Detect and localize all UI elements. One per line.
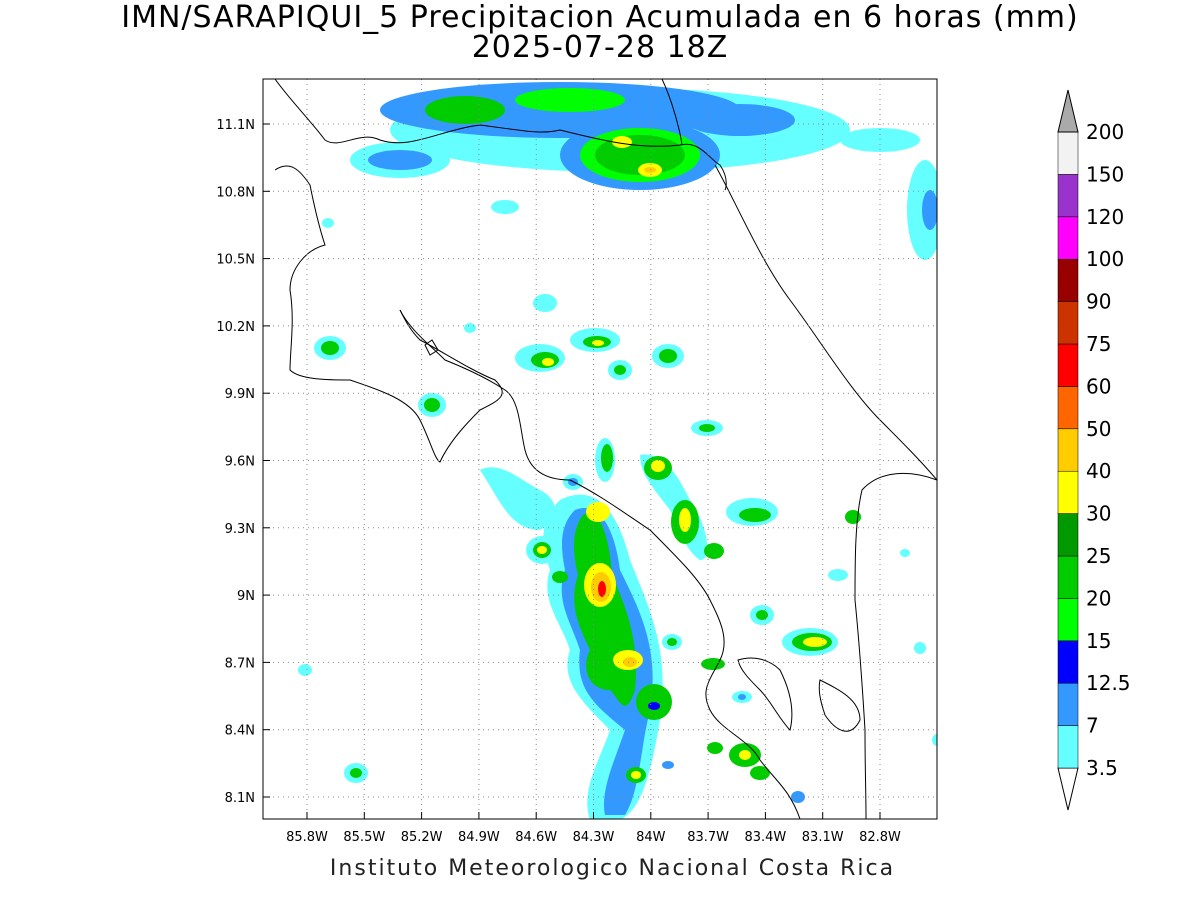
colorbar-label: 12.5	[1086, 671, 1131, 695]
lat-tick-label: 9.9N	[225, 387, 255, 402]
lat-tick-label: 10.5N	[216, 253, 255, 268]
lat-tick-label: 8.4N	[225, 724, 255, 739]
colorbar-label: 60	[1086, 374, 1111, 398]
lat-tick-label: 11.1N	[216, 118, 255, 133]
colorbar-swatch	[1057, 470, 1079, 514]
precip-area-central	[314, 294, 723, 436]
colorbar-label: 30	[1086, 502, 1111, 526]
colorbar-swatch	[1057, 682, 1079, 726]
lat-tick-label: 9.6N	[225, 455, 255, 470]
colorbar-swatch	[1057, 725, 1079, 769]
colorbar-swatch	[1057, 343, 1079, 387]
colorbar-label: 40	[1086, 459, 1111, 483]
precip-area-north	[350, 82, 937, 260]
colorbar-max-arrow	[1057, 89, 1079, 133]
footer-credit: Instituto Meteorologico Nacional Costa R…	[329, 856, 896, 881]
lon-tick-label: 83.1W	[802, 830, 844, 845]
colorbar-label: 50	[1086, 417, 1111, 441]
colorbar-label: 3.5	[1086, 756, 1118, 780]
colorbar-label: 150	[1086, 162, 1124, 186]
lat-tick-label: 8.1N	[225, 791, 255, 806]
colorbar-swatch	[1057, 216, 1079, 260]
colorbar-label: 75	[1086, 332, 1111, 356]
map-grid	[263, 79, 937, 819]
precip-area-south	[298, 218, 937, 819]
colorbar-label: 100	[1086, 247, 1124, 271]
lon-tick-label: 84W	[636, 830, 666, 845]
colorbar-swatch	[1057, 640, 1079, 684]
colorbar-swatch	[1057, 513, 1079, 557]
colorbar: 3.5 7 12.5 15 20 25 30 40 50 60 75 90 100 120 150 200	[1057, 89, 1131, 811]
lon-tick-label: 84.9W	[458, 830, 500, 845]
chart-subtitle-date: 2025-07-28 18Z	[471, 30, 729, 65]
colorbar-min-arrow	[1057, 767, 1079, 811]
lon-tick-label: 82.8W	[859, 830, 901, 845]
lon-tick-label: 85.8W	[286, 830, 328, 845]
precipitation-field	[298, 82, 937, 819]
colorbar-label: 200	[1086, 120, 1124, 144]
chart-title: IMN/SARAPIQUI_5 Precipitacion Acumulada …	[121, 0, 1079, 35]
colorbar-swatch	[1057, 428, 1079, 472]
colorbar-swatch	[1057, 598, 1079, 642]
lat-tick-label: 9N	[237, 589, 255, 604]
lon-tick-label: 83.4W	[744, 830, 786, 845]
lon-tick-label: 84.3W	[573, 830, 615, 845]
lat-tick-label: 8.7N	[225, 656, 255, 671]
lat-tick-label: 10.2N	[216, 320, 255, 335]
colorbar-swatch	[1057, 174, 1079, 218]
coastline-borders	[274, 79, 937, 819]
colorbar-label: 25	[1086, 544, 1111, 568]
lon-tick-label: 85.5W	[343, 830, 385, 845]
colorbar-swatch	[1057, 131, 1079, 175]
colorbar-label: 7	[1086, 714, 1099, 738]
colorbar-label: 15	[1086, 629, 1111, 653]
axis-tick-labels: 85.8W 85.5W 85.2W 84.9W 84.6W 84.3W 84W 83.7W 83…	[216, 118, 901, 845]
map-frame	[262, 78, 938, 820]
colorbar-swatch	[1057, 555, 1079, 599]
lon-tick-label: 84.6W	[515, 830, 557, 845]
lat-tick-label: 9.3N	[225, 522, 255, 537]
colorbar-swatch	[1057, 301, 1079, 345]
lat-tick-label: 10.8N	[216, 185, 255, 200]
colorbar-swatch	[1057, 258, 1079, 302]
lon-tick-label: 83.7W	[687, 830, 729, 845]
lon-tick-label: 85.2W	[401, 830, 443, 845]
colorbar-swatch	[1057, 386, 1079, 430]
colorbar-label: 120	[1086, 205, 1124, 229]
colorbar-label: 90	[1086, 290, 1111, 314]
colorbar-label: 20	[1086, 586, 1111, 610]
